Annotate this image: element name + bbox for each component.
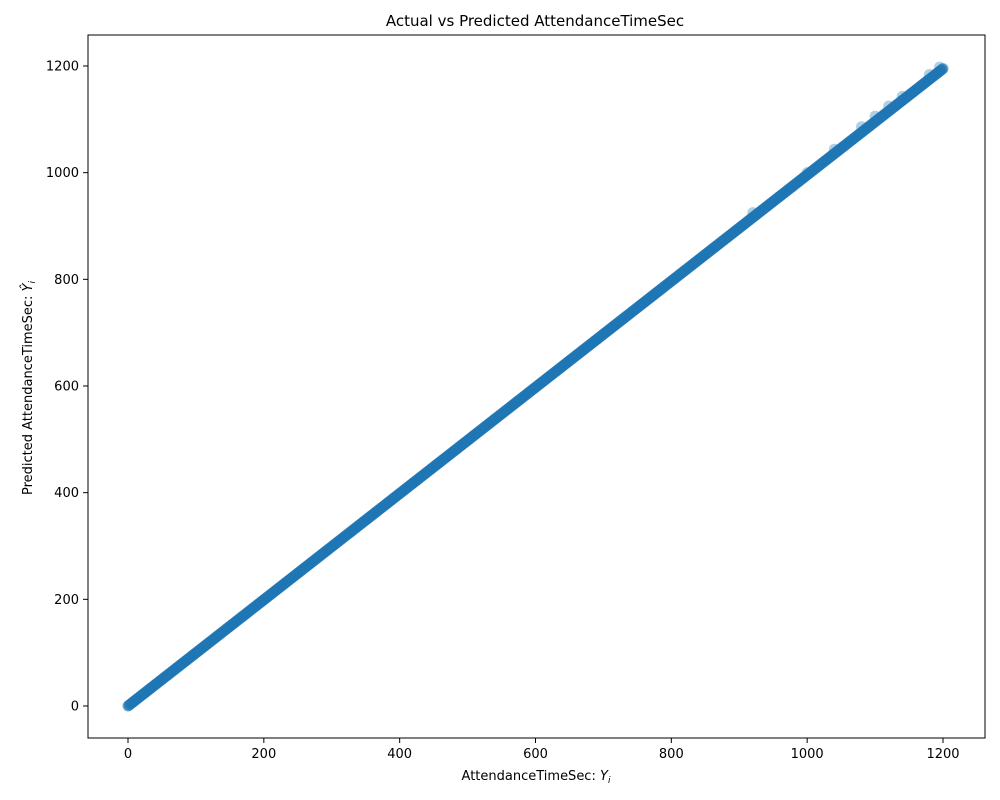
y-tick-label: 400 <box>54 486 79 501</box>
x-tick-label: 400 <box>387 747 412 762</box>
scatter-points <box>122 61 949 712</box>
y-tick-label: 800 <box>54 273 79 288</box>
scatter-point <box>856 121 867 133</box>
scatter-point <box>869 110 881 122</box>
chart-title: Actual vs Predicted AttendanceTimeSec <box>386 12 684 30</box>
x-axis-ticks: 0 200 400 600 800 1000 1200 <box>124 738 960 762</box>
y-tick-label: 1000 <box>46 166 79 181</box>
x-tick-label: 1000 <box>791 747 824 762</box>
y-axis-label: Predicted AttendanceTimeSec: Ŷi <box>20 280 38 495</box>
scatter-point <box>801 167 813 179</box>
x-axis-label: AttendanceTimeSec: Yi <box>462 769 611 786</box>
scatter-point <box>747 207 759 219</box>
x-tick-label: 600 <box>523 747 548 762</box>
y-tick-label: 1200 <box>46 60 79 75</box>
scatter-point <box>883 100 895 112</box>
x-tick-label: 800 <box>659 747 684 762</box>
y-tick-label: 200 <box>54 593 79 608</box>
x-tick-label: 0 <box>124 747 132 762</box>
scatter-point <box>937 63 949 75</box>
y-tick-label: 600 <box>54 380 79 395</box>
y-tick-label: 0 <box>71 700 79 715</box>
y-axis-ticks: 0 200 400 600 800 1000 1200 <box>46 60 88 715</box>
scatter-point <box>896 90 908 102</box>
x-tick-label: 1200 <box>926 747 959 762</box>
scatter-point <box>828 143 840 155</box>
x-tick-label: 200 <box>251 747 276 762</box>
scatter-point <box>934 61 946 73</box>
scatter-point <box>923 69 935 81</box>
